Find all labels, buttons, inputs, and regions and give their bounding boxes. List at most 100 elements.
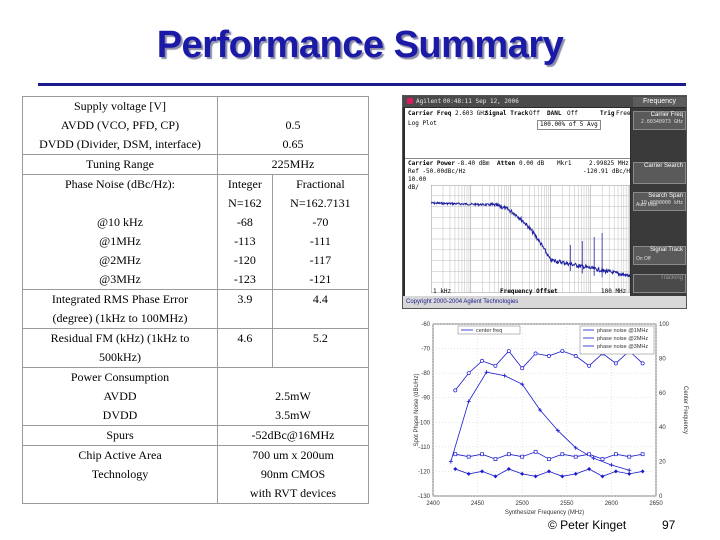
data-point: [560, 349, 565, 353]
softkey-options: On Off: [636, 256, 651, 262]
x-start-label: 1 kHz: [433, 288, 452, 295]
softkey-carrier-search[interactable]: Carrier Search: [633, 162, 686, 184]
data-point: [520, 382, 525, 387]
trig-label: Trig: [600, 110, 615, 117]
table-cell-line: 700 um x 200um: [252, 448, 334, 462]
table-cell-line: DVDD: [102, 408, 138, 422]
footer-author: © Peter Kinget: [548, 518, 627, 532]
data-point: [600, 457, 605, 461]
data-point: [613, 361, 618, 366]
x-axis-label: Synthesizer Frequency (MHz): [505, 510, 584, 516]
table-row: Phase Noise (dBc/Hz): @10 kHz @1MHz @2MHz @…: [22, 174, 370, 290]
softkey-search-span[interactable]: Search Span 10.0000000 kHz Auto Man: [633, 192, 686, 211]
table-row: Power Consumption AVDD DVDD 2.5mW 3.5mW: [22, 367, 369, 426]
data-point: [627, 471, 632, 476]
agilent-logo-icon: [407, 98, 413, 104]
table-cell-line: Fractional: [296, 177, 345, 191]
table-integer-cell: Integer N=162 -68 -113 -120 -123: [217, 174, 273, 290]
softkey-label: Carrier Freq: [650, 112, 683, 118]
table-cell-line: -123: [233, 272, 256, 286]
x-axis-label: Frequency Offset: [500, 288, 558, 295]
data-point: [506, 466, 511, 471]
table-label-cell: Supply voltage [V] AVDD (VCO, PFD, CP) DVD…: [22, 96, 218, 155]
table-label-cell: Chip Active Area Technology: [22, 445, 218, 504]
legend-box-left: [457, 325, 521, 335]
legend-label: phase noise @3MHz: [597, 344, 648, 350]
phase-noise-trace-plot: [431, 185, 630, 293]
x-tick-label: 2400: [426, 501, 440, 507]
softkey-tracking[interactable]: Tracking: [633, 274, 686, 293]
data-point: [573, 445, 578, 450]
y-tick-label: -60: [421, 322, 430, 328]
y-tick-label: -120: [418, 469, 431, 475]
table-label-cell: Residual FM (kHz) (1kHz to 500kHz): [22, 328, 218, 368]
table-label-cell: Spurs: [22, 425, 218, 446]
analyzer-time: 00:48:11 Sep 12, 2006: [443, 98, 519, 105]
atten-value: 0.00 dB: [519, 160, 545, 167]
y-tick-label: -100: [418, 420, 431, 426]
table-cell-line: AVDD: [103, 389, 137, 403]
data-point: [547, 353, 551, 358]
table-cell-line: N=162: [228, 196, 262, 210]
data-point: [640, 452, 645, 457]
table-label-cell: Tuning Range: [22, 154, 218, 175]
data-point: [453, 466, 458, 471]
reference-level: Ref -50.00dBc/Hz: [408, 168, 466, 175]
x-tick-label: 2450: [471, 501, 485, 507]
data-point: [502, 373, 507, 378]
data-point: [627, 468, 632, 473]
page-title: Performance Summary: [156, 24, 564, 66]
table-cell-line: -113: [234, 234, 256, 248]
data-point: [466, 371, 471, 376]
table-cell-line: 4.4: [312, 292, 328, 306]
data-point: [591, 456, 596, 461]
signal-track-label: Signal Track: [485, 110, 529, 117]
softkey-options: Auto Man: [636, 202, 658, 208]
y-tick-label: -80: [421, 371, 430, 377]
table-cell-line: (degree) (1kHz to 100MHz): [52, 311, 188, 325]
carrier-power-label: Carrier Power: [408, 160, 455, 167]
data-point: [640, 469, 645, 474]
table-cell-line: @1MHz: [99, 234, 141, 248]
avg-readout: 100.00% of 5 Avg: [537, 120, 601, 130]
table-fractional-cell: 5.2: [271, 328, 370, 368]
legend-label: phase noise @1MHz: [597, 328, 648, 334]
table-cell-line: Technology: [91, 467, 149, 481]
table-fractional-cell: Fractional N=162.7131 -70 -111 -117 -121: [271, 174, 370, 290]
table-label-cell: Integrated RMS Phase Error (degree) (1kHz…: [22, 289, 218, 329]
table-cell-line: -111: [309, 234, 331, 248]
carrier-freq-label: Carrier Freq: [408, 110, 452, 117]
table-value-cell: 0.5 0.65: [217, 96, 369, 155]
data-point: [480, 469, 485, 474]
softkey-signal-track[interactable]: Signal Track On Off: [633, 246, 686, 265]
table-value-cell: 225MHz: [217, 154, 369, 175]
marker-value: -120.91 dBc/Hz: [583, 168, 634, 175]
table-cell-line: N=162.7131: [290, 196, 351, 210]
table-value-cell: 2.5mW 3.5mW: [217, 367, 369, 426]
table-cell-line: -120: [233, 253, 256, 267]
legend-label: center freq: [476, 328, 502, 334]
y-tick-label: -70: [421, 347, 430, 353]
y-axis-label: Spot Phase Noise (dBc/Hz): [414, 373, 420, 446]
softkey-carrier-freq[interactable]: Carrier Freq 2.60340973 GHz: [633, 111, 686, 130]
data-point: [614, 452, 618, 457]
y-tick-label: -130: [418, 494, 431, 500]
atten-label: Atten: [497, 160, 516, 167]
table-fractional-cell: 4.4: [271, 289, 370, 329]
carrier-power-value: -8.40 dBm: [457, 160, 490, 167]
data-point: [493, 363, 498, 368]
softkey-label: Search Span: [648, 193, 683, 199]
table-cell-line: Supply voltage [V]: [74, 99, 166, 113]
table-cell-line: @2MHz: [99, 253, 141, 267]
data-point: [448, 459, 453, 464]
data-point: [640, 361, 645, 366]
table-cell-line: [218, 368, 368, 387]
data-point: [506, 349, 511, 353]
y-right-tick-label: 60: [659, 391, 666, 397]
data-point: [600, 474, 605, 479]
data-point: [480, 358, 485, 363]
softkey-sub: 10.0000000 kHz: [640, 200, 683, 206]
table-cell-line: Chip Active Area: [78, 448, 162, 462]
danl-label: DANL: [547, 110, 562, 117]
trig-state: Free: [616, 110, 631, 117]
